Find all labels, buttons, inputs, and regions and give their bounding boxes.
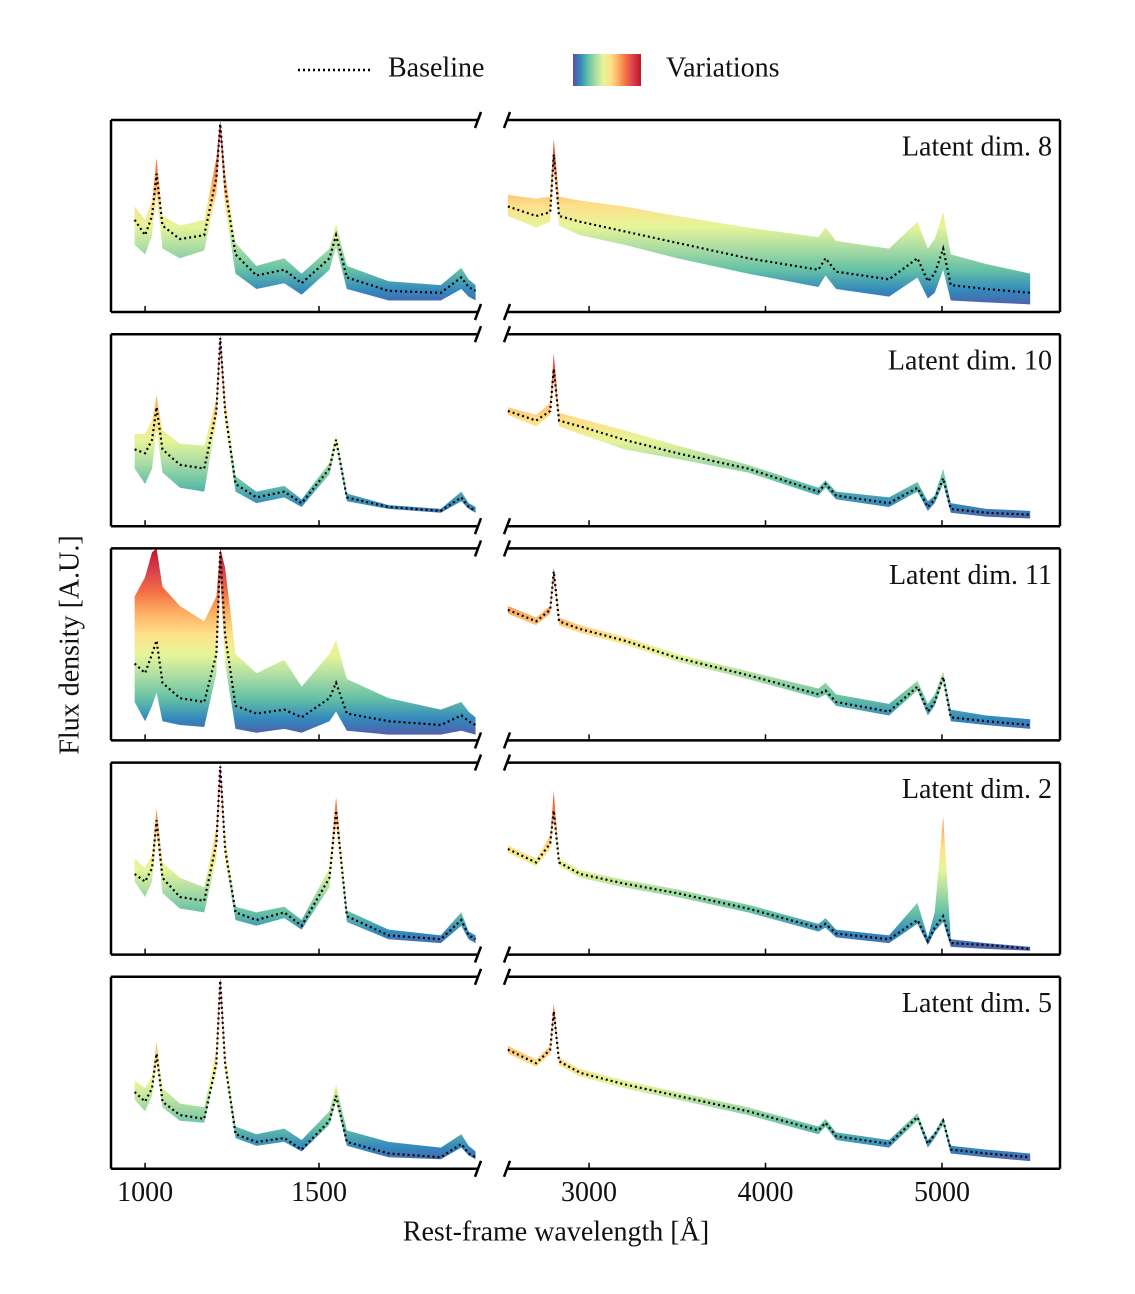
- axis-break: [502, 303, 512, 321]
- axis-break: [473, 968, 483, 986]
- axis-break: [473, 754, 483, 772]
- axis-break: [502, 731, 512, 749]
- legend-label: Variations: [666, 52, 780, 83]
- baseline-line: [507, 1011, 1031, 1159]
- variation-band: [134, 762, 476, 944]
- axis-break: [473, 111, 483, 129]
- baseline-line: [507, 368, 1031, 516]
- variation-band: [134, 976, 476, 1160]
- axis-break: [473, 1160, 483, 1178]
- axis-break: [473, 539, 483, 557]
- panel-title: Latent dim. 11: [889, 560, 1052, 591]
- variation-band: [507, 139, 1031, 305]
- panel-title: Latent dim. 10: [888, 346, 1052, 377]
- axis-break: [473, 731, 483, 749]
- axis-break: [502, 754, 512, 772]
- axis-break: [502, 968, 512, 986]
- baseline-line: [507, 810, 1031, 950]
- x-tick-label: 4000: [738, 1177, 794, 1208]
- panel-plot: [507, 791, 1031, 951]
- panel-title: Latent dim. 8: [902, 131, 1052, 162]
- axis-break: [473, 517, 483, 535]
- legend-variations-swatch: [573, 54, 641, 86]
- baseline-line: [134, 337, 477, 512]
- panel-title: Latent dim. 5: [902, 988, 1052, 1019]
- x-tick-label: 1500: [291, 1177, 347, 1208]
- panel-plot: [133, 548, 477, 735]
- variation-band: [134, 334, 476, 513]
- variation-band: [507, 567, 1031, 729]
- variation-band: [134, 548, 476, 735]
- axis-break: [502, 517, 512, 535]
- variation-band: [507, 791, 1031, 951]
- panel-plot: [133, 976, 477, 1160]
- axis-break: [473, 325, 483, 343]
- x-tick-label: 3000: [561, 1177, 617, 1208]
- x-axis-label: Rest-frame wavelength [Å]: [403, 1216, 709, 1247]
- legend-label: Baseline: [388, 52, 484, 83]
- baseline-line: [134, 766, 477, 941]
- panel-plot: [134, 762, 477, 944]
- variation-band: [134, 120, 476, 301]
- baseline-line: [507, 154, 1031, 294]
- baseline-line: [133, 123, 477, 294]
- baseline-line: [507, 571, 1031, 727]
- panel-plot: [507, 139, 1031, 305]
- variation-band: [507, 1003, 1031, 1162]
- axis-break: [502, 325, 512, 343]
- baseline-line: [133, 980, 477, 1159]
- panel-plot: [134, 334, 477, 513]
- baseline-line: [133, 552, 477, 727]
- panel-plot: [507, 353, 1031, 519]
- axis-break: [502, 539, 512, 557]
- axis-break: [502, 111, 512, 129]
- x-tick-label: 1000: [117, 1177, 173, 1208]
- x-tick-label: 5000: [914, 1177, 970, 1208]
- axis-break: [473, 303, 483, 321]
- variation-band: [507, 353, 1031, 519]
- panel-plot: [507, 1003, 1031, 1162]
- axis-break: [502, 946, 512, 964]
- panel-plot: [507, 567, 1031, 729]
- panel-title: Latent dim. 2: [902, 774, 1052, 805]
- axis-break: [502, 1160, 512, 1178]
- y-axis-label: Flux density [A.U.]: [54, 535, 85, 754]
- axis-break: [473, 946, 483, 964]
- panel-plot: [133, 120, 477, 301]
